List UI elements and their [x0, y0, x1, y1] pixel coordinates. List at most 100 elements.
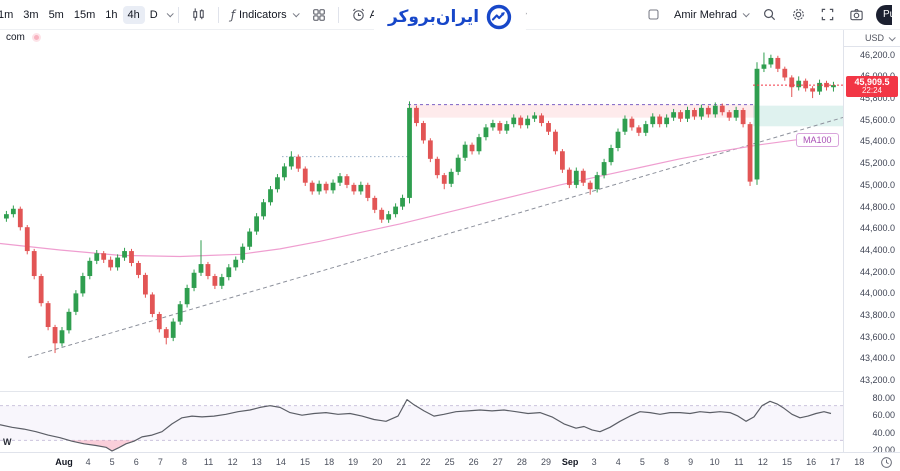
price-axis[interactable]: USD 46,200.046,000.045,800.045,600.045,4…: [843, 30, 900, 455]
price-axis-label: 45,000.0: [859, 179, 895, 190]
time-axis-label: 15: [781, 457, 793, 467]
timeframe-1h[interactable]: 1h: [100, 6, 122, 24]
currency-label: USD: [864, 33, 884, 43]
last-price-value: 45,909.5: [854, 77, 890, 88]
gear-icon: [791, 7, 806, 22]
fullscreen-button[interactable]: [814, 4, 841, 25]
price-axis-label: 43,600.0: [859, 331, 895, 342]
toolbar-divider: [217, 6, 219, 23]
time-axis-label: 11: [203, 457, 214, 467]
time-axis-label: 3: [591, 457, 597, 467]
timeframe-3m[interactable]: 3m: [18, 6, 43, 24]
indicators-button[interactable]: ƒ Indicators: [225, 5, 304, 25]
time-axis-label: 29: [540, 457, 552, 467]
price-axis-label: 45,400.0: [859, 136, 895, 147]
time-axis-label: 22: [420, 457, 431, 467]
search-icon: [762, 7, 777, 22]
user-caret-icon: [742, 10, 750, 18]
price-axis-label: 43,200.0: [859, 375, 895, 386]
grid-layout-icon: [312, 8, 326, 22]
time-axis-label: 12: [227, 457, 238, 467]
brand-text: ایران‌بروکر: [387, 7, 480, 27]
rsi-axis-label: 80.00: [872, 392, 895, 403]
timeframe-group: 1m 3m 5m 15m 1h 4h D: [0, 5, 163, 24]
time-axis-label: 5: [109, 457, 115, 467]
last-price-tag: 45,909.5 22:24: [846, 76, 898, 98]
time-axis-label: 4: [615, 457, 621, 467]
currency-selector[interactable]: USD: [844, 30, 900, 47]
rsi-axis-label: 40.00: [872, 427, 895, 438]
chart-style-button[interactable]: [185, 4, 212, 25]
ma100-label[interactable]: MA100: [796, 133, 839, 147]
alarm-clock-icon: [351, 7, 366, 22]
price-axis-label: 46,200.0: [859, 49, 895, 60]
settings-button[interactable]: [785, 4, 812, 25]
rsi-pane-legend: W: [3, 437, 12, 447]
publish-label: Publish: [883, 9, 892, 20]
symbol-legend[interactable]: com: [6, 32, 41, 43]
time-axis-label: 20: [372, 457, 383, 467]
price-axis-label: 43,400.0: [859, 353, 895, 364]
price-axis-label: 44,400.0: [859, 244, 895, 255]
time-axis-label: 28: [516, 457, 527, 467]
toolbar-right-group: Amir Mehrad: [641, 4, 892, 25]
price-axis-label: 45,800.0: [859, 93, 895, 103]
user-menu-button[interactable]: Amir Mehrad: [668, 6, 754, 24]
timeframe-caret-icon[interactable]: [166, 10, 174, 18]
fullscreen-icon: [820, 7, 835, 22]
select-layout-checkbox[interactable]: [641, 5, 666, 24]
time-axis-label: 25: [444, 457, 455, 467]
price-axis-label: 43,800.0: [859, 310, 895, 320]
timeframe-15m[interactable]: 15m: [69, 6, 100, 24]
price-axis-label: 45,200.0: [859, 158, 895, 169]
rsi-axis-label: 60.00: [872, 410, 895, 421]
layout-grid-button[interactable]: [306, 5, 332, 25]
user-name: Amir Mehrad: [674, 8, 737, 21]
snapshot-camera-button[interactable]: [843, 4, 870, 25]
timeframe-1m[interactable]: 1m: [0, 6, 18, 24]
indicators-caret-icon: [292, 10, 300, 18]
time-axis-label: 10: [709, 457, 720, 467]
price-axis-label: 44,600.0: [859, 223, 895, 234]
time-axis-label: 21: [396, 457, 407, 467]
time-axis-label: 12: [757, 457, 768, 467]
publish-button[interactable]: Publish: [876, 4, 892, 25]
time-axis-label: 19: [348, 457, 359, 467]
timeframe-D[interactable]: D: [145, 6, 163, 24]
time-axis-label: 17: [830, 457, 841, 467]
timeframe-4h[interactable]: 4h: [122, 5, 145, 24]
time-axis[interactable]: Aug 4 5 6 7 8 11 12 13 14 15 18 19 20 21 22 25 26 27 28 29 Se…: [0, 452, 900, 471]
price-axis-label: 44,200.0: [859, 266, 895, 277]
market-status-dot-icon: [31, 33, 41, 42]
timeframe-5m[interactable]: 5m: [44, 6, 69, 24]
time-axis-label: 27: [492, 457, 503, 467]
time-axis-label: 14: [275, 457, 286, 467]
search-button[interactable]: [756, 4, 783, 25]
pane-separator[interactable]: [0, 391, 900, 392]
brand-logo-icon: [486, 4, 512, 30]
camera-icon: [849, 7, 864, 22]
price-axis-label: 44,000.0: [859, 288, 895, 299]
time-axis-label: 5: [639, 457, 645, 467]
price-axis-label: 44,800.0: [859, 201, 895, 212]
symbol-name-fragment: com: [6, 32, 25, 43]
indicators-fx-icon: ƒ: [230, 7, 235, 22]
time-axis-label: 11: [734, 457, 744, 467]
time-axis-label: 8: [181, 457, 188, 467]
rsi-axis-label: 20.00: [872, 445, 895, 455]
brand-logo: ایران‌بروکر: [373, 4, 527, 30]
time-axis-label: 18: [854, 457, 865, 467]
toolbar-divider: [337, 6, 339, 23]
time-axis-label: 8: [663, 457, 670, 467]
timezone-clock-button[interactable]: [880, 456, 893, 471]
time-axis-label: 26: [468, 457, 479, 467]
bar-countdown: 22:24: [861, 86, 883, 96]
time-axis-label: 15: [299, 457, 311, 467]
time-axis-label: 13: [251, 457, 262, 467]
time-axis-label: 4: [85, 457, 91, 467]
time-axis-label: 16: [806, 457, 817, 467]
time-axis-label: 18: [324, 457, 335, 467]
time-axis-label: Aug: [55, 457, 73, 467]
